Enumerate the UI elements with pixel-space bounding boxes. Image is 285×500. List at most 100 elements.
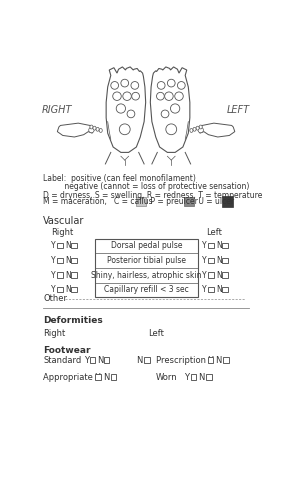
- Text: Y: Y: [202, 286, 207, 294]
- Polygon shape: [150, 67, 190, 152]
- Bar: [71, 258, 77, 263]
- Ellipse shape: [93, 126, 96, 130]
- Text: P = preulcer: P = preulcer: [148, 197, 200, 206]
- Circle shape: [111, 82, 119, 90]
- Text: Left: Left: [206, 228, 222, 237]
- Text: Y: Y: [51, 242, 56, 250]
- Bar: [137, 197, 146, 206]
- Text: N: N: [216, 286, 222, 294]
- Polygon shape: [198, 123, 235, 137]
- Ellipse shape: [196, 126, 199, 130]
- Circle shape: [156, 92, 164, 100]
- Text: Appropriate Y: Appropriate Y: [43, 372, 101, 382]
- Text: N: N: [65, 256, 71, 265]
- Text: N: N: [216, 270, 222, 280]
- Text: Prescription Y: Prescription Y: [156, 356, 213, 365]
- Bar: [184, 197, 194, 206]
- Text: N: N: [215, 356, 222, 365]
- Circle shape: [121, 79, 129, 87]
- Text: Y: Y: [202, 256, 207, 265]
- Bar: [208, 357, 213, 362]
- Circle shape: [113, 92, 121, 100]
- Text: LEFT: LEFT: [227, 105, 250, 115]
- Bar: [71, 287, 77, 292]
- Bar: [144, 357, 150, 362]
- Circle shape: [178, 82, 185, 90]
- Text: Y: Y: [202, 242, 207, 250]
- Text: Capillary refill < 3 sec: Capillary refill < 3 sec: [104, 286, 189, 294]
- Circle shape: [116, 104, 125, 113]
- Circle shape: [167, 79, 175, 87]
- Bar: [57, 287, 63, 292]
- Circle shape: [89, 128, 94, 133]
- Bar: [222, 258, 228, 263]
- Text: N: N: [103, 372, 109, 382]
- Bar: [95, 374, 101, 380]
- Text: Shiny, hairless, atrophic skin: Shiny, hairless, atrophic skin: [91, 270, 202, 280]
- Circle shape: [198, 128, 203, 133]
- Text: Y: Y: [51, 286, 56, 294]
- Bar: [71, 272, 77, 278]
- Text: Y: Y: [184, 372, 190, 382]
- Text: Left: Left: [148, 330, 164, 338]
- Circle shape: [157, 82, 165, 90]
- Text: RIGHT: RIGHT: [42, 105, 72, 115]
- Bar: [57, 272, 63, 278]
- Text: N: N: [65, 270, 71, 280]
- Text: Label:  positive (can feel monofilament): Label: positive (can feel monofilament): [43, 174, 196, 183]
- Ellipse shape: [193, 128, 196, 131]
- Bar: [222, 243, 228, 248]
- Text: N: N: [65, 286, 71, 294]
- Bar: [111, 374, 116, 380]
- Text: U = ulcer: U = ulcer: [196, 197, 237, 206]
- Text: Footwear: Footwear: [43, 346, 91, 356]
- Text: Right: Right: [43, 330, 66, 338]
- Circle shape: [175, 92, 183, 100]
- Circle shape: [166, 124, 177, 134]
- Ellipse shape: [190, 128, 193, 132]
- Bar: [104, 357, 109, 362]
- Text: N: N: [216, 242, 222, 250]
- Text: Vascular: Vascular: [43, 216, 85, 226]
- Bar: [222, 287, 228, 292]
- Text: Y: Y: [51, 256, 56, 265]
- Bar: [90, 357, 95, 362]
- Circle shape: [161, 110, 169, 118]
- Bar: [57, 258, 63, 263]
- Text: N: N: [65, 242, 71, 250]
- Bar: [223, 357, 229, 362]
- Bar: [222, 272, 228, 278]
- Text: Posterior tibial pulse: Posterior tibial pulse: [107, 256, 186, 265]
- Circle shape: [123, 92, 131, 100]
- Ellipse shape: [199, 125, 202, 129]
- Text: N: N: [137, 356, 143, 365]
- Text: Deformities: Deformities: [43, 316, 103, 324]
- Bar: [191, 374, 196, 380]
- Circle shape: [119, 124, 130, 134]
- Bar: [208, 243, 214, 248]
- Text: N: N: [198, 372, 205, 382]
- Bar: [95, 238, 198, 297]
- Circle shape: [132, 92, 139, 100]
- Bar: [71, 243, 77, 248]
- Bar: [208, 272, 214, 278]
- Bar: [222, 196, 233, 207]
- Bar: [57, 243, 63, 248]
- Circle shape: [165, 92, 173, 100]
- Bar: [206, 374, 211, 380]
- Text: negative (cannot = loss of protective sensation): negative (cannot = loss of protective se…: [43, 182, 250, 192]
- Ellipse shape: [90, 125, 93, 129]
- Circle shape: [170, 104, 180, 113]
- Polygon shape: [57, 123, 94, 137]
- Text: D = dryness, S = swelling, R = redness, T = temperature: D = dryness, S = swelling, R = redness, …: [43, 191, 263, 200]
- Text: Worn: Worn: [156, 372, 177, 382]
- Text: Standard: Standard: [43, 356, 82, 365]
- Text: Y: Y: [84, 356, 89, 365]
- Text: N: N: [216, 256, 222, 265]
- Text: Y: Y: [51, 270, 56, 280]
- Text: N: N: [98, 356, 104, 365]
- Circle shape: [131, 82, 139, 90]
- Bar: [208, 258, 214, 263]
- Text: M = maceration,   C = callus: M = maceration, C = callus: [43, 197, 155, 206]
- Ellipse shape: [99, 128, 102, 132]
